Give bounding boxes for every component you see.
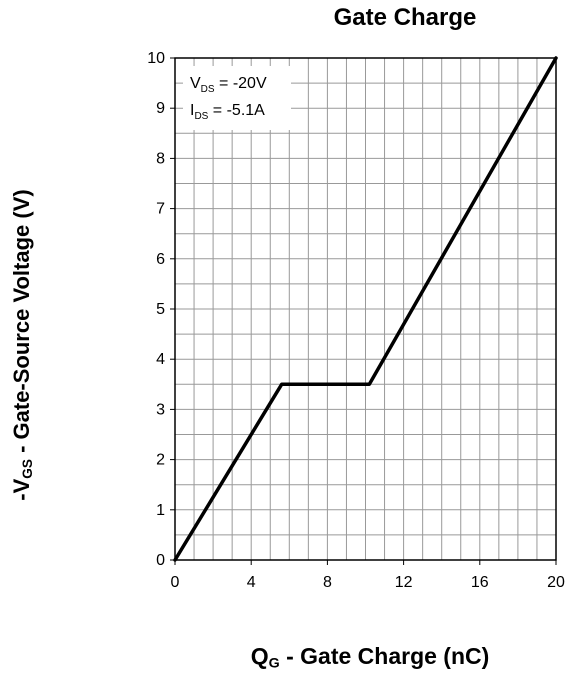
x-axis-label-subscript: G: [268, 655, 280, 672]
chart-title: Gate Charge: [333, 4, 477, 31]
x-tick-label: 16: [471, 574, 489, 591]
y-tick-label: 4: [156, 351, 165, 368]
x-tick-label: 0: [171, 574, 180, 591]
y-tick-label: 0: [156, 552, 165, 569]
y-tick-label: 1: [156, 502, 165, 519]
x-tick-label: 4: [247, 574, 256, 591]
gate-charge-curve: [173, 56, 558, 562]
x-axis-label: QG - Gate Charge (nC): [205, 643, 535, 672]
x-tick-label: 8: [323, 574, 332, 591]
annotation-text: IDS = -5.1A: [190, 102, 265, 122]
annotation-box: [183, 66, 291, 130]
x-axis-label-rest: - Gate Charge (nC): [279, 643, 490, 669]
y-tick-label: 5: [156, 301, 165, 318]
x-tick-label: 20: [547, 574, 565, 591]
x-axis-label-main: Q: [250, 643, 269, 669]
y-tick-label: 10: [147, 50, 165, 67]
annotation-text: VDS = -20V: [190, 75, 267, 95]
x-tick-label: 12: [395, 574, 413, 591]
y-tick-label: 9: [156, 100, 165, 117]
y-tick-label: 6: [156, 251, 165, 268]
y-tick-label: 3: [156, 401, 165, 418]
y-tick-label: 7: [156, 201, 165, 218]
y-tick-label: 2: [156, 452, 165, 469]
y-tick-label: 8: [156, 150, 165, 167]
